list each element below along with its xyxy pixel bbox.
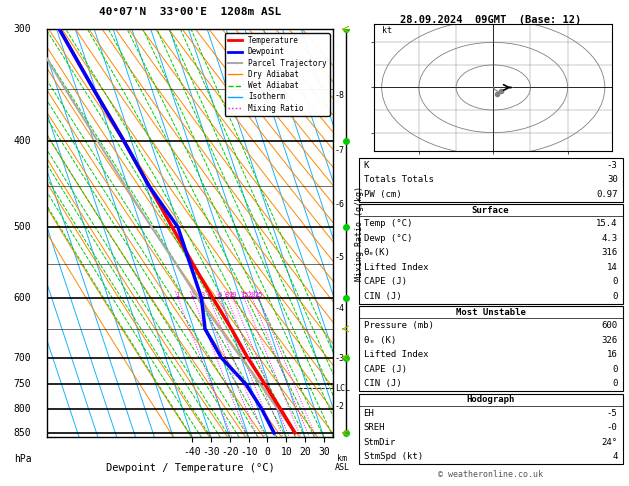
Text: StmSpd (kt): StmSpd (kt) bbox=[364, 452, 423, 461]
Text: hPa: hPa bbox=[14, 454, 31, 464]
Text: -7: -7 bbox=[335, 146, 345, 155]
Text: CAPE (J): CAPE (J) bbox=[364, 278, 406, 286]
Text: 300: 300 bbox=[14, 24, 31, 34]
Text: 24°: 24° bbox=[601, 438, 618, 447]
Text: 3: 3 bbox=[200, 292, 204, 298]
Text: -3: -3 bbox=[607, 161, 618, 170]
Text: kt: kt bbox=[382, 26, 392, 35]
Text: EH: EH bbox=[364, 409, 374, 417]
Text: Most Unstable: Most Unstable bbox=[455, 308, 526, 317]
Text: 750: 750 bbox=[14, 380, 31, 389]
Text: -6: -6 bbox=[335, 200, 345, 209]
Text: 4.3: 4.3 bbox=[601, 234, 618, 243]
Text: Mixing Ratio (g/kg): Mixing Ratio (g/kg) bbox=[355, 186, 364, 281]
Text: -8: -8 bbox=[335, 91, 345, 100]
Text: 25: 25 bbox=[254, 292, 263, 298]
Text: -0: -0 bbox=[607, 423, 618, 432]
Text: Hodograph: Hodograph bbox=[467, 395, 515, 404]
Text: SREH: SREH bbox=[364, 423, 385, 432]
Text: Lifted Index: Lifted Index bbox=[364, 263, 428, 272]
Text: Temp (°C): Temp (°C) bbox=[364, 219, 412, 228]
Text: CAPE (J): CAPE (J) bbox=[364, 365, 406, 374]
Text: -2: -2 bbox=[335, 402, 345, 412]
Text: 28.09.2024  09GMT  (Base: 12): 28.09.2024 09GMT (Base: 12) bbox=[400, 15, 581, 25]
Text: © weatheronline.co.uk: © weatheronline.co.uk bbox=[438, 469, 543, 479]
Text: Surface: Surface bbox=[472, 206, 509, 215]
Text: 326: 326 bbox=[601, 336, 618, 345]
Text: -5: -5 bbox=[335, 253, 345, 261]
Text: θₑ (K): θₑ (K) bbox=[364, 336, 396, 345]
Text: 600: 600 bbox=[601, 321, 618, 330]
Text: 600: 600 bbox=[14, 293, 31, 303]
Text: 2: 2 bbox=[191, 292, 195, 298]
Legend: Temperature, Dewpoint, Parcel Trajectory, Dry Adiabat, Wet Adiabat, Isotherm, Mi: Temperature, Dewpoint, Parcel Trajectory… bbox=[225, 33, 330, 116]
Text: 40°07'N  33°00'E  1208m ASL: 40°07'N 33°00'E 1208m ASL bbox=[99, 7, 281, 17]
Text: PW (cm): PW (cm) bbox=[364, 190, 401, 199]
Text: Lifted Index: Lifted Index bbox=[364, 350, 428, 359]
Text: Dewp (°C): Dewp (°C) bbox=[364, 234, 412, 243]
Text: 700: 700 bbox=[14, 353, 31, 363]
Text: -4: -4 bbox=[335, 304, 345, 312]
Text: 400: 400 bbox=[14, 136, 31, 146]
X-axis label: Dewpoint / Temperature (°C): Dewpoint / Temperature (°C) bbox=[106, 463, 275, 473]
Text: 0: 0 bbox=[612, 365, 618, 374]
Text: -3: -3 bbox=[335, 354, 345, 363]
Text: 0.97: 0.97 bbox=[596, 190, 618, 199]
Text: 0: 0 bbox=[612, 292, 618, 301]
Text: Pressure (mb): Pressure (mb) bbox=[364, 321, 433, 330]
Text: 6: 6 bbox=[218, 292, 221, 298]
Text: 0: 0 bbox=[612, 278, 618, 286]
Text: 30: 30 bbox=[607, 175, 618, 184]
Text: 4: 4 bbox=[612, 452, 618, 461]
Text: K: K bbox=[364, 161, 369, 170]
Text: km
ASL: km ASL bbox=[335, 454, 350, 472]
Text: CIN (J): CIN (J) bbox=[364, 292, 401, 301]
Text: 15: 15 bbox=[240, 292, 248, 298]
Text: 4: 4 bbox=[207, 292, 211, 298]
Text: 0: 0 bbox=[612, 380, 618, 388]
Text: 20: 20 bbox=[248, 292, 257, 298]
Text: 500: 500 bbox=[14, 222, 31, 232]
Text: StmDir: StmDir bbox=[364, 438, 396, 447]
Text: 10: 10 bbox=[228, 292, 237, 298]
Text: 15.4: 15.4 bbox=[596, 219, 618, 228]
Text: θₑ(K): θₑ(K) bbox=[364, 248, 391, 257]
Text: CIN (J): CIN (J) bbox=[364, 380, 401, 388]
Text: 1: 1 bbox=[175, 292, 180, 298]
Text: 800: 800 bbox=[14, 404, 31, 415]
Text: 8: 8 bbox=[225, 292, 229, 298]
Text: -5: -5 bbox=[607, 409, 618, 417]
Text: Totals Totals: Totals Totals bbox=[364, 175, 433, 184]
Text: 850: 850 bbox=[14, 428, 31, 438]
Text: 16: 16 bbox=[607, 350, 618, 359]
Text: LCL: LCL bbox=[335, 384, 350, 393]
Text: 14: 14 bbox=[607, 263, 618, 272]
Text: 316: 316 bbox=[601, 248, 618, 257]
